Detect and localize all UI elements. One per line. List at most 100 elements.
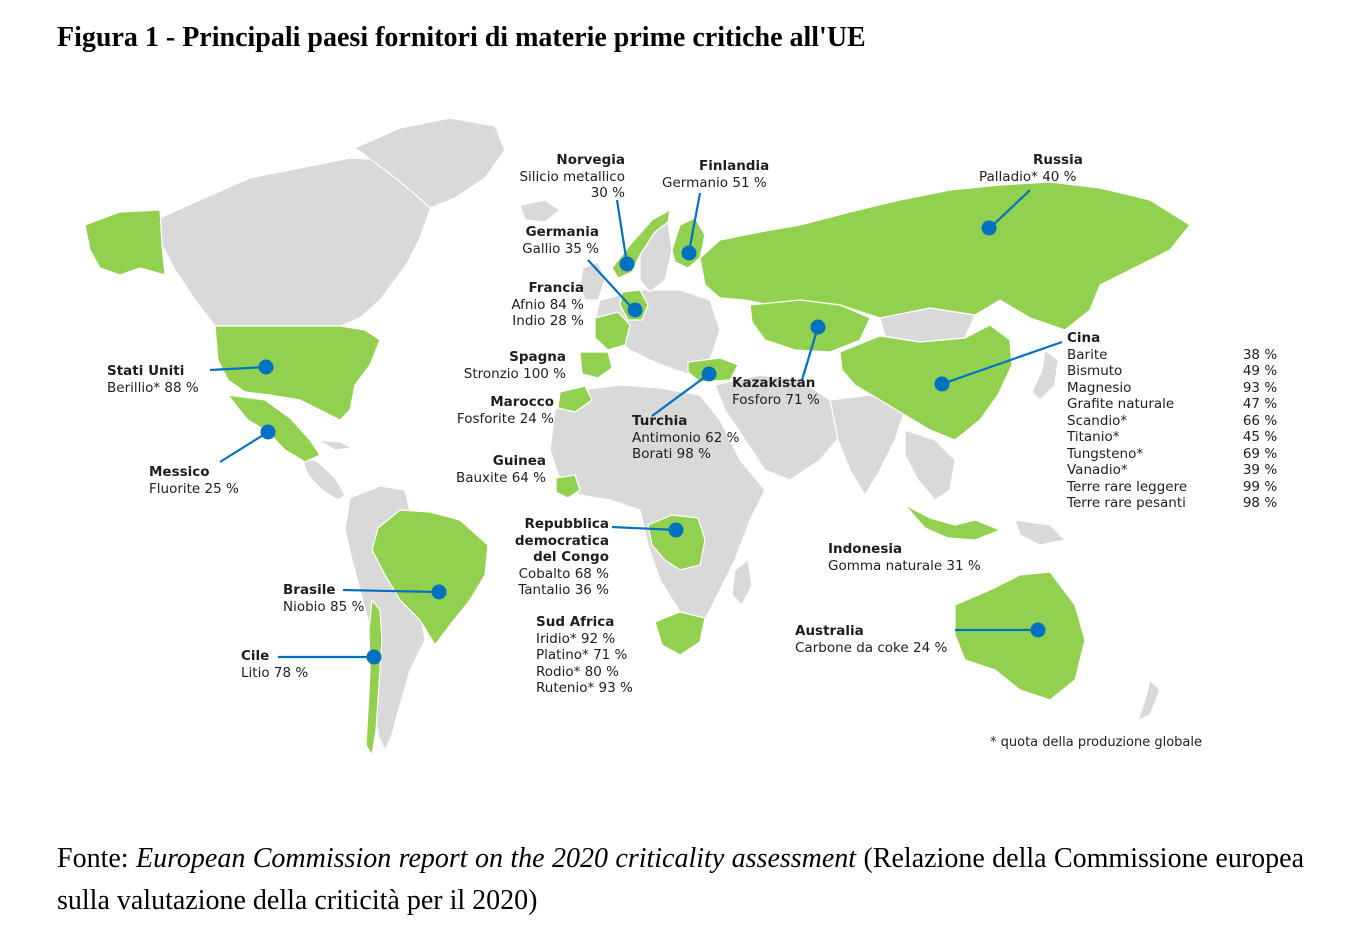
country-name: Brasile <box>283 582 336 598</box>
source-prefix: Fonte: <box>57 843 136 874</box>
land-south-africa <box>654 611 706 656</box>
material-name: Barite <box>1067 346 1108 363</box>
material-name: Titanio* <box>1067 429 1120 445</box>
material-name: Grafite naturale <box>1067 396 1175 412</box>
china-material-row: Tungsteno* 69 % <box>1067 446 1277 463</box>
leader-norvegia <box>615 199 629 265</box>
markers <box>258 220 1046 665</box>
land-papua <box>1014 519 1066 546</box>
material-line: Silicio metallico <box>519 168 625 185</box>
land-chile <box>365 599 383 756</box>
country-name: Marocco <box>490 394 554 410</box>
material-line: Indio 28 % <box>512 313 584 329</box>
material-share: 69 % <box>1242 445 1278 462</box>
label-finlandia: Finlandia Germanio 51 % <box>662 158 769 191</box>
country-name: Turchia <box>632 413 688 429</box>
land-madagascar <box>731 559 753 606</box>
material-line: Borati 98 % <box>632 446 711 462</box>
land-brazil <box>371 509 489 646</box>
world-map <box>84 117 1191 756</box>
label-sud-africa: Sud Africa Iridio* 92 % Platino* 71 % Ro… <box>536 614 633 697</box>
material-line: Stronzio 100 % <box>463 365 566 382</box>
country-name: Finlandia <box>699 158 770 174</box>
material-line: Fluorite 25 % <box>149 480 239 497</box>
material-line: Carbone da coke 24 % <box>795 639 948 656</box>
material-share: 98 % <box>1242 495 1278 511</box>
material-share: 99 % <box>1242 478 1278 495</box>
land-australia <box>954 571 1086 701</box>
leader-finlandia <box>687 192 702 253</box>
label-cina: Cina Barite 38 % Bismuto 49 % Magnesio 93 % Gr… <box>1067 330 1277 512</box>
leader-lines <box>209 189 1063 659</box>
country-name: Cina <box>1067 330 1101 346</box>
material-line: Cobalto 68 % <box>518 565 609 582</box>
land-iceland <box>519 199 561 223</box>
marker-cile <box>366 649 382 665</box>
material-name: Magnesio <box>1067 379 1132 396</box>
country-name: Norvegia <box>556 152 625 168</box>
material-share: 49 % <box>1242 363 1278 379</box>
label-russia: Russia Palladio* 40 % <box>979 152 1083 185</box>
material-share: 93 % <box>1242 379 1278 396</box>
land-spain <box>579 351 613 379</box>
material-line: Fosforite 24 % <box>456 410 554 427</box>
label-brasile: Brasile Niobio 85 % <box>283 582 364 615</box>
material-name: Terre rare leggere <box>1067 478 1188 495</box>
leader-russia <box>989 189 1031 229</box>
country-name: Stati Uniti <box>107 363 185 379</box>
country-name: Repubblica <box>524 516 609 532</box>
marker-norvegia <box>619 256 635 272</box>
material-share: 45 % <box>1242 429 1278 445</box>
material-line: Gallio 35 % <box>522 240 599 257</box>
label-norvegia: Norvegia Silicio metallico 30 % <box>505 152 625 202</box>
land-guinea <box>555 474 581 499</box>
country-name: democratica <box>514 532 609 549</box>
leader-kazakistan <box>800 326 820 381</box>
label-guinea: Guinea Bauxite 64 % <box>426 453 546 486</box>
label-marocco: Marocco Fosforite 24 % <box>434 394 554 427</box>
leader-brasile <box>342 588 439 594</box>
china-material-row: Scandio* 66 % <box>1067 413 1277 430</box>
material-line: Niobio 85 % <box>283 598 365 615</box>
label-congo: Repubblica democratica del Congo Cobalto… <box>498 516 609 599</box>
material-line: Iridio* 92 % <box>536 630 616 647</box>
label-cile: Cile Litio 78 % <box>241 648 308 681</box>
country-name: Francia <box>528 280 584 296</box>
country-name: Kazakistan <box>732 375 816 391</box>
china-material-row: Barite 38 % <box>1067 347 1277 364</box>
land-greenland <box>354 117 506 209</box>
china-materials-table: Barite 38 % Bismuto 49 % Magnesio 93 % Grafite… <box>1067 347 1277 512</box>
label-stati-uniti: Stati Uniti Berillio* 88 % <box>107 363 199 396</box>
land-indonesia <box>904 504 1001 541</box>
land-caribbean <box>317 439 353 451</box>
material-line: Tantalio 36 % <box>518 582 609 598</box>
country-name: Spagna <box>509 349 566 365</box>
land-africa <box>549 384 766 621</box>
china-material-row: Terre rare leggere 99 % <box>1067 479 1277 496</box>
material-line: Gomma naturale 31 % <box>828 557 981 574</box>
source-citation: Fonte: European Commission report on the… <box>57 838 1304 922</box>
material-name: Tungsteno* <box>1067 445 1144 462</box>
label-spagna: Spagna Stronzio 100 % <box>446 349 566 382</box>
label-germania: Germania Gallio 35 % <box>489 224 599 257</box>
leader-germania <box>587 259 635 311</box>
marker-kazakistan <box>810 319 826 335</box>
material-share: 47 % <box>1242 396 1278 412</box>
land-morocco <box>557 385 593 413</box>
material-line: Rodio* 80 % <box>536 663 619 680</box>
label-turchia: Turchia Antimonio 62 % Borati 98 % <box>632 413 739 463</box>
land-france <box>594 311 631 351</box>
material-name: Vanadio* <box>1067 462 1128 478</box>
label-messico: Messico Fluorite 25 % <box>149 464 239 497</box>
figure-title: Figura 1 - Principali paesi fornitori di… <box>57 22 866 53</box>
country-name: Sud Africa <box>536 614 615 630</box>
country-name: Australia <box>795 623 864 639</box>
leader-stati-uniti <box>209 365 267 372</box>
material-line: Rutenio* 93 % <box>536 680 633 696</box>
marker-messico <box>260 424 276 440</box>
marker-cina <box>934 376 950 392</box>
footnote: * quota della produzione globale <box>990 735 1203 750</box>
marker-stati-uniti <box>258 359 274 375</box>
material-line: Germanio 51 % <box>662 174 767 191</box>
land-china <box>839 324 1013 441</box>
